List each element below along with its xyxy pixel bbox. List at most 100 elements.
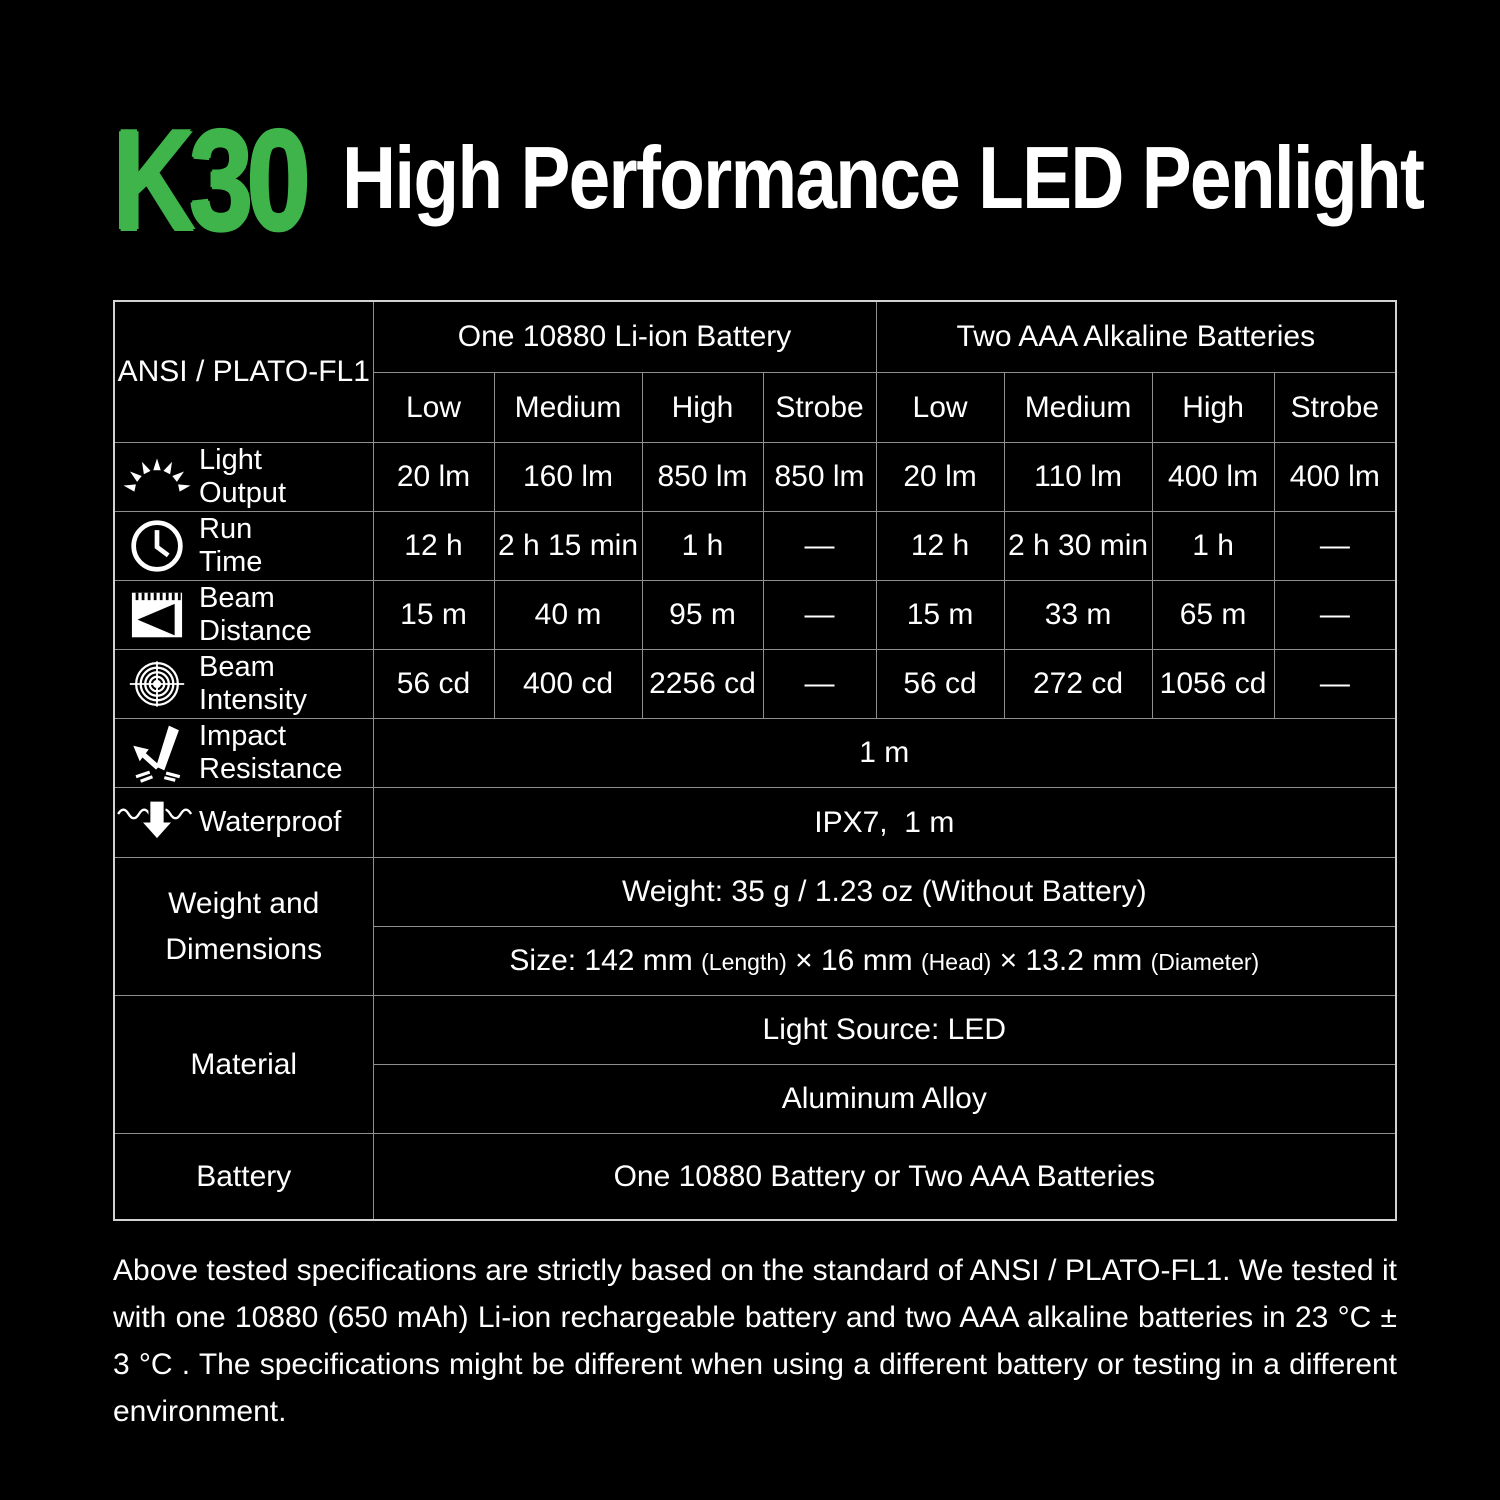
row-label-battery: Battery <box>113 1133 374 1221</box>
row-label-line: Waterproof <box>199 806 342 838</box>
spec-cell: 1 h <box>641 511 764 581</box>
spec-cell: 12 h <box>875 511 1005 581</box>
row-label-line: Distance <box>199 615 312 647</box>
spec-cell: 33 m <box>1003 580 1153 650</box>
size-part: Size: 142 mm <box>509 944 702 977</box>
table-row-weight: Weight and Dimensions Weight: 35 g / 1.2… <box>113 857 1397 996</box>
spec-cell: 2 h 15 min <box>493 511 643 581</box>
table-row-beam-distance: Beam Distance 15 m 40 m 95 m — 15 m 33 m… <box>113 580 1397 650</box>
spec-cell: 850 lm <box>762 442 877 512</box>
row-label-beam-distance: Beam Distance <box>113 580 374 650</box>
spec-cell: 1 h <box>1151 511 1275 581</box>
spec-cell: — <box>762 580 877 650</box>
spec-cell: — <box>1273 649 1397 719</box>
spec-cell: 400 lm <box>1151 442 1275 512</box>
group-header-aaa: Two AAA Alkaline Batteries <box>875 300 1397 373</box>
waterproof-icon <box>115 795 199 850</box>
size-part: × 13.2 mm <box>991 944 1151 977</box>
row-label-beam-intensity: Beam Intensity <box>113 649 374 719</box>
row-label-line: Impact <box>199 720 287 752</box>
mode-header: High <box>641 372 764 443</box>
row-label-line: Beam <box>199 582 275 614</box>
size-part-small: (Head) <box>921 949 992 975</box>
spec-cell: 272 cd <box>1003 649 1153 719</box>
spec-cell: — <box>762 649 877 719</box>
row-label-line: Light <box>199 444 262 476</box>
spec-cell: 2256 cd <box>641 649 764 719</box>
spec-cell: 56 cd <box>372 649 495 719</box>
row-label-line: Intensity <box>199 684 307 716</box>
material-value: Aluminum Alloy <box>372 1064 1397 1134</box>
mode-header: Medium <box>493 372 643 443</box>
size-value: Size: 142 mm (Length) × 16 mm (Head) × 1… <box>372 926 1397 996</box>
row-label-line: Beam <box>199 651 275 683</box>
spec-cell: 20 lm <box>875 442 1005 512</box>
spec-cell: — <box>1273 580 1397 650</box>
mode-header: Low <box>372 372 495 443</box>
table-row-beam-intensity: Beam Intensity 56 cd 400 cd 2256 cd — 56… <box>113 649 1397 719</box>
table-row-light-source: Material Light Source: LED <box>113 995 1397 1134</box>
spec-cell: 160 lm <box>493 442 643 512</box>
spec-cell: 15 m <box>875 580 1005 650</box>
beam-intensity-icon <box>115 655 199 713</box>
spec-cell: 40 m <box>493 580 643 650</box>
spec-cell: 12 h <box>372 511 495 581</box>
row-label-line: Output <box>199 477 287 509</box>
table-row-waterproof: Waterproof IPX7, 1 m <box>113 787 1397 858</box>
table-row-battery: Battery One 10880 Battery or Two AAA Bat… <box>113 1133 1397 1221</box>
spec-cell: 15 m <box>372 580 495 650</box>
spec-cell: 20 lm <box>372 442 495 512</box>
table-row-groups: ANSI / PLATO-FL1 One 10880 Li-ion Batter… <box>113 300 1397 443</box>
run-time-icon <box>115 518 199 574</box>
size-part-small: (Length) <box>701 949 787 975</box>
row-label-line: Time <box>199 546 263 578</box>
row-label-waterproof: Waterproof <box>113 787 374 858</box>
mode-header: Medium <box>1003 372 1153 443</box>
table-row-light-output: Light Output 20 lm 160 lm 850 lm 850 lm … <box>113 442 1397 512</box>
brand-logo-k30: K30 <box>113 101 310 260</box>
table-row-size: Size: 142 mm (Length) × 16 mm (Head) × 1… <box>114 926 1397 996</box>
spec-cell: 1056 cd <box>1151 649 1275 719</box>
mode-header: Strobe <box>1273 372 1397 443</box>
row-label-run-time: Run Time <box>113 511 374 581</box>
page-title: High Performance LED Penlight <box>342 128 1425 227</box>
spec-cell: 65 m <box>1151 580 1275 650</box>
spec-cell: 850 lm <box>641 442 764 512</box>
light-source-value: Light Source: LED <box>372 995 1397 1065</box>
impact-resistance-value: 1 m <box>372 718 1397 788</box>
row-label-line: Run <box>199 513 253 545</box>
battery-value: One 10880 Battery or Two AAA Batteries <box>372 1133 1397 1221</box>
waterproof-value: IPX7, 1 m <box>372 787 1397 858</box>
table-row-run-time: Run Time 12 h 2 h 15 min 1 h — 12 h 2 h … <box>113 511 1397 581</box>
size-part: × 16 mm <box>786 944 922 977</box>
row-label-line: Dimensions <box>165 932 323 966</box>
spec-cell: 56 cd <box>875 649 1005 719</box>
table-row-impact-resistance: Impact Resistance 1 m <box>113 718 1397 788</box>
spec-cell: 2 h 30 min <box>1003 511 1153 581</box>
light-output-icon <box>115 455 199 499</box>
mode-header: Low <box>875 372 1005 443</box>
spec-cell: 400 lm <box>1273 442 1397 512</box>
mode-header: Strobe <box>762 372 877 443</box>
beam-distance-icon <box>115 589 199 641</box>
footnote: Above tested specifications are strictly… <box>113 1254 1397 1428</box>
mode-header: High <box>1151 372 1275 443</box>
spec-cell: 400 cd <box>493 649 643 719</box>
row-label-impact-resistance: Impact Resistance <box>113 718 374 788</box>
spec-cell: — <box>762 511 877 581</box>
spec-cell: 95 m <box>641 580 764 650</box>
row-label-light-output: Light Output <box>113 442 374 512</box>
table-row-material-value: Aluminum Alloy <box>114 1064 1397 1134</box>
row-label-line: Weight and <box>168 886 320 920</box>
weight-value: Weight: 35 g / 1.23 oz (Without Battery) <box>372 857 1397 927</box>
spec-cell: — <box>1273 511 1397 581</box>
row-label-weight-dimensions: Weight and Dimensions <box>113 857 374 996</box>
spec-cell: 110 lm <box>1003 442 1153 512</box>
impact-resistance-icon <box>115 722 199 784</box>
row-label-material: Material <box>113 995 374 1134</box>
standard-label: ANSI / PLATO-FL1 <box>113 300 374 443</box>
spec-table: ANSI / PLATO-FL1 One 10880 Li-ion Batter… <box>113 300 1398 1221</box>
size-part-small: (Diameter) <box>1150 949 1260 975</box>
row-label-line: Resistance <box>199 753 343 785</box>
